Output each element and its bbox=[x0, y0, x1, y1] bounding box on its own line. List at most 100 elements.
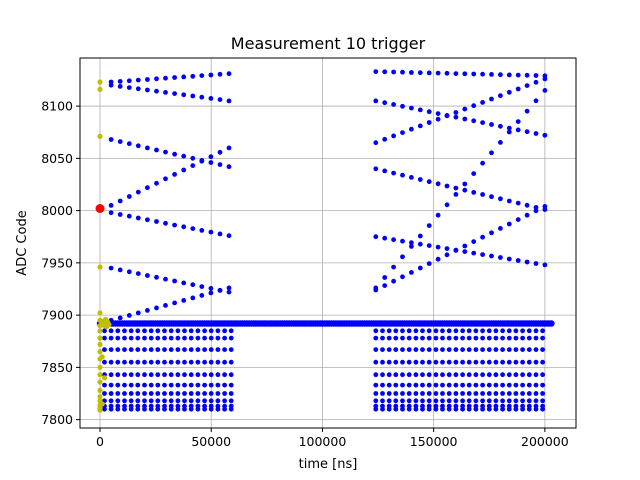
data-point bbox=[208, 403, 214, 409]
data-point bbox=[373, 398, 379, 404]
series-point bbox=[444, 113, 450, 119]
series-point bbox=[506, 129, 512, 135]
data-point bbox=[426, 328, 432, 334]
data-point bbox=[493, 347, 499, 352]
series-point bbox=[400, 254, 405, 260]
data-point bbox=[168, 372, 174, 378]
series-point bbox=[199, 73, 205, 78]
series-point bbox=[417, 123, 423, 129]
data-point bbox=[540, 382, 545, 388]
series-point bbox=[498, 123, 503, 129]
data-point bbox=[486, 335, 492, 341]
series-point bbox=[435, 181, 441, 187]
series-point bbox=[426, 223, 432, 229]
data-point bbox=[115, 403, 121, 409]
data-point bbox=[175, 391, 181, 396]
data-point bbox=[526, 335, 532, 341]
data-point bbox=[142, 372, 147, 378]
series-point bbox=[108, 82, 114, 88]
series-point bbox=[217, 149, 223, 155]
data-point bbox=[215, 382, 221, 388]
data-point bbox=[540, 335, 545, 341]
data-point bbox=[420, 372, 425, 378]
series-point bbox=[542, 76, 548, 82]
series-point bbox=[373, 140, 379, 146]
series-point bbox=[444, 246, 450, 252]
series-point bbox=[542, 262, 548, 268]
data-point bbox=[135, 398, 141, 404]
data-point bbox=[115, 382, 121, 388]
data-point bbox=[446, 372, 452, 378]
series-point bbox=[480, 71, 485, 77]
data-point bbox=[135, 328, 141, 334]
series-point bbox=[409, 240, 414, 246]
data-point bbox=[520, 335, 525, 341]
data-point bbox=[400, 347, 405, 352]
data-point bbox=[108, 372, 114, 378]
data-point bbox=[533, 398, 539, 404]
series-point bbox=[506, 256, 512, 262]
early-point bbox=[99, 354, 105, 360]
data-point bbox=[228, 372, 234, 378]
data-point bbox=[526, 347, 532, 352]
data-point bbox=[500, 347, 505, 352]
series-point bbox=[382, 235, 388, 241]
series-point bbox=[533, 208, 539, 214]
series-point bbox=[498, 93, 503, 99]
series-point bbox=[154, 88, 159, 94]
grid-lines bbox=[80, 58, 576, 428]
data-point bbox=[102, 382, 107, 388]
data-point bbox=[115, 359, 121, 365]
data-point bbox=[155, 335, 161, 341]
data-point bbox=[115, 372, 121, 378]
y-tick-label: 8100 bbox=[41, 99, 73, 114]
series-point bbox=[409, 126, 414, 132]
data-point bbox=[413, 403, 419, 409]
series-point bbox=[145, 217, 150, 223]
early-point bbox=[97, 86, 103, 92]
early-point bbox=[97, 310, 103, 316]
series-point bbox=[409, 244, 414, 249]
data-point bbox=[175, 372, 181, 378]
data-point bbox=[215, 372, 221, 378]
data-point bbox=[202, 391, 208, 396]
series-point bbox=[462, 249, 468, 255]
early-point bbox=[97, 335, 103, 341]
series-point bbox=[126, 213, 132, 219]
data-point bbox=[413, 328, 419, 334]
data-point bbox=[420, 335, 425, 341]
data-point bbox=[446, 328, 452, 334]
data-point bbox=[202, 328, 208, 334]
data-point bbox=[202, 347, 208, 352]
data-point bbox=[473, 335, 479, 341]
series-point bbox=[444, 202, 450, 208]
series-point bbox=[391, 264, 396, 270]
series-point bbox=[471, 171, 477, 177]
data-point bbox=[373, 391, 379, 396]
series-point bbox=[435, 212, 441, 218]
data-point bbox=[128, 398, 134, 404]
data-point bbox=[500, 335, 505, 341]
data-point bbox=[533, 347, 539, 352]
data-point bbox=[182, 398, 187, 404]
data-point bbox=[148, 328, 154, 334]
series-point bbox=[391, 69, 396, 75]
data-point bbox=[222, 347, 228, 352]
data-point bbox=[373, 359, 379, 365]
data-point bbox=[142, 347, 147, 352]
data-point bbox=[533, 403, 539, 409]
data-point bbox=[188, 359, 194, 365]
series-point bbox=[382, 283, 388, 288]
series-point bbox=[226, 164, 232, 170]
data-point bbox=[222, 359, 228, 365]
data-point bbox=[466, 398, 472, 404]
early-point bbox=[97, 133, 103, 139]
series-point bbox=[471, 190, 477, 195]
data-point bbox=[526, 398, 532, 404]
series-point bbox=[135, 143, 141, 149]
data-point bbox=[480, 335, 485, 341]
series-point bbox=[426, 70, 432, 76]
series-point bbox=[515, 119, 521, 124]
data-point bbox=[142, 359, 147, 365]
data-point bbox=[440, 403, 445, 409]
